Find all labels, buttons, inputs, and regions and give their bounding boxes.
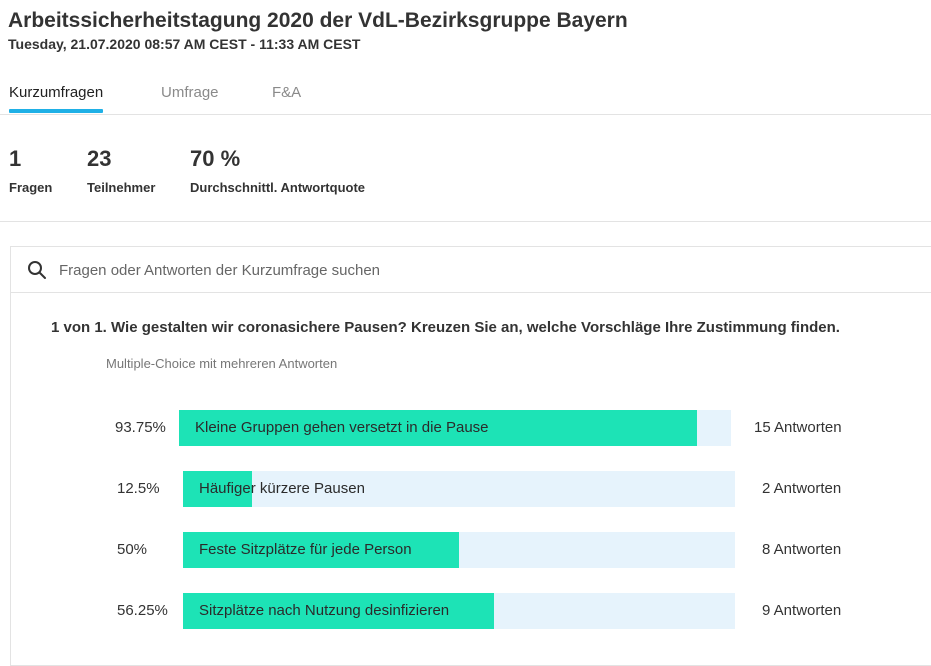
- tab-kurzumfragen[interactable]: Kurzumfragen: [9, 84, 104, 113]
- stat-value: 23: [87, 146, 112, 171]
- stat-response-rate: 70 % Durchschnittl. Antwortquote: [190, 146, 365, 195]
- stat-label: Teilnehmer: [87, 180, 156, 195]
- answer-bar-fill: [179, 410, 697, 446]
- answer-label: Feste Sitzplätze für jede Person: [199, 541, 412, 558]
- question-text: 1 von 1. Wie gestalten wir coronasichere…: [51, 319, 840, 336]
- answer-bar-fill: [183, 532, 459, 568]
- tab-bar: Kurzumfragen Umfrage F&A: [0, 76, 931, 115]
- tab-umfrage[interactable]: Umfrage: [161, 84, 219, 101]
- stat-questions: 1 Fragen: [9, 146, 52, 195]
- answer-row: 93.75% Kleine Gruppen gehen versetzt in …: [11, 410, 931, 448]
- answer-bar-fill: [183, 471, 252, 507]
- answer-count: 8 Antworten: [762, 541, 842, 558]
- answer-bar-track: Häufiger kürzere Pausen: [183, 471, 735, 507]
- answer-percent: 12.5%: [117, 480, 160, 497]
- answer-row: 12.5% Häufiger kürzere Pausen 2 Antworte…: [11, 471, 931, 509]
- answer-bar-track: Feste Sitzplätze für jede Person: [183, 532, 735, 568]
- stat-label: Fragen: [9, 180, 53, 195]
- stat-label: Durchschnittl. Antwortquote: [190, 180, 366, 195]
- answer-percent: 56.25%: [117, 602, 168, 619]
- question-type: Multiple-Choice mit mehreren Antworten: [106, 356, 338, 371]
- answer-label: Häufiger kürzere Pausen: [199, 480, 365, 497]
- search-bar: [11, 247, 931, 293]
- answer-count: 15 Antworten: [754, 419, 842, 436]
- page-title: Arbeitssicherheitstagung 2020 der VdL-Be…: [8, 9, 628, 32]
- stat-participants: 23 Teilnehmer: [87, 146, 155, 195]
- answer-row: 50% Feste Sitzplätze für jede Person 8 A…: [11, 532, 931, 570]
- answer-count: 2 Antworten: [762, 480, 842, 497]
- search-icon[interactable]: [27, 260, 47, 280]
- answer-bar-fill: [183, 593, 494, 629]
- tab-fa[interactable]: F&A: [272, 84, 302, 101]
- stat-value: 1: [9, 146, 22, 171]
- page-header: Arbeitssicherheitstagung 2020 der VdL-Be…: [8, 8, 931, 52]
- answer-label: Kleine Gruppen gehen versetzt in die Pau…: [195, 419, 489, 436]
- stats-summary: 1 Fragen 23 Teilnehmer 70 % Durchschnitt…: [0, 116, 931, 222]
- stat-value: 70 %: [190, 146, 241, 171]
- poll-results-panel: 1 von 1. Wie gestalten wir coronasichere…: [10, 246, 931, 666]
- answer-percent: 50%: [117, 541, 148, 558]
- search-input[interactable]: [59, 257, 759, 283]
- answer-bar-track: Kleine Gruppen gehen versetzt in die Pau…: [179, 410, 731, 446]
- event-datetime: Tuesday, 21.07.2020 08:57 AM CEST - 11:3…: [8, 36, 361, 52]
- answer-bar-track: Sitzplätze nach Nutzung desinfizieren: [183, 593, 735, 629]
- answer-percent: 93.75%: [115, 419, 166, 436]
- answer-label: Sitzplätze nach Nutzung desinfizieren: [199, 602, 450, 619]
- answer-count: 9 Antworten: [762, 602, 842, 619]
- answer-row: 56.25% Sitzplätze nach Nutzung desinfizi…: [11, 593, 931, 631]
